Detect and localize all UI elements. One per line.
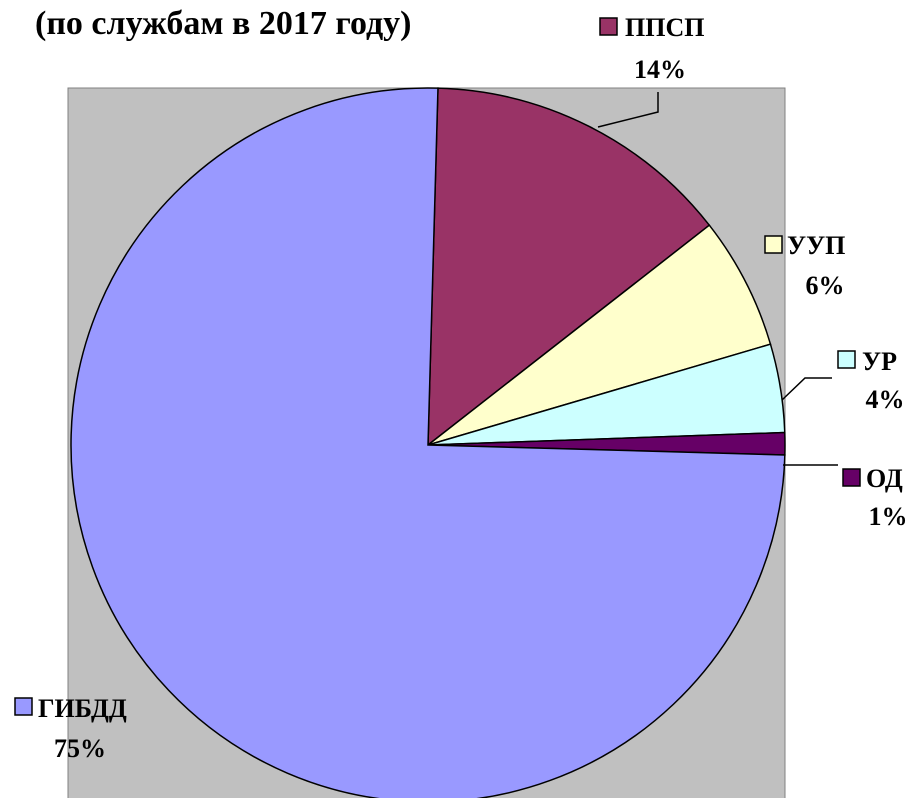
leader-line	[781, 377, 832, 401]
slice-label: УР	[862, 347, 897, 376]
slice-label: ОД	[866, 464, 903, 493]
legend-key	[837, 350, 856, 369]
legend-key	[599, 17, 618, 36]
value-label: 75%	[54, 734, 106, 763]
pie-slice	[427, 224, 772, 446]
chart-title: (по службам в 2017 году)	[35, 5, 412, 42]
value-label: 1%	[869, 502, 908, 531]
slice-label: ППСП	[625, 13, 704, 42]
pie-slice	[427, 87, 711, 447]
value-label: 4%	[866, 385, 905, 414]
slice-label: УУП	[787, 231, 845, 260]
value-label: 6%	[806, 271, 845, 300]
value-label: 14%	[634, 55, 686, 84]
leader-line	[597, 92, 659, 128]
legend-key	[842, 468, 861, 487]
slice-label: ГИБДД	[38, 694, 127, 723]
legend-key	[14, 697, 33, 716]
legend-key	[764, 235, 783, 254]
pie-slice	[70, 87, 786, 798]
